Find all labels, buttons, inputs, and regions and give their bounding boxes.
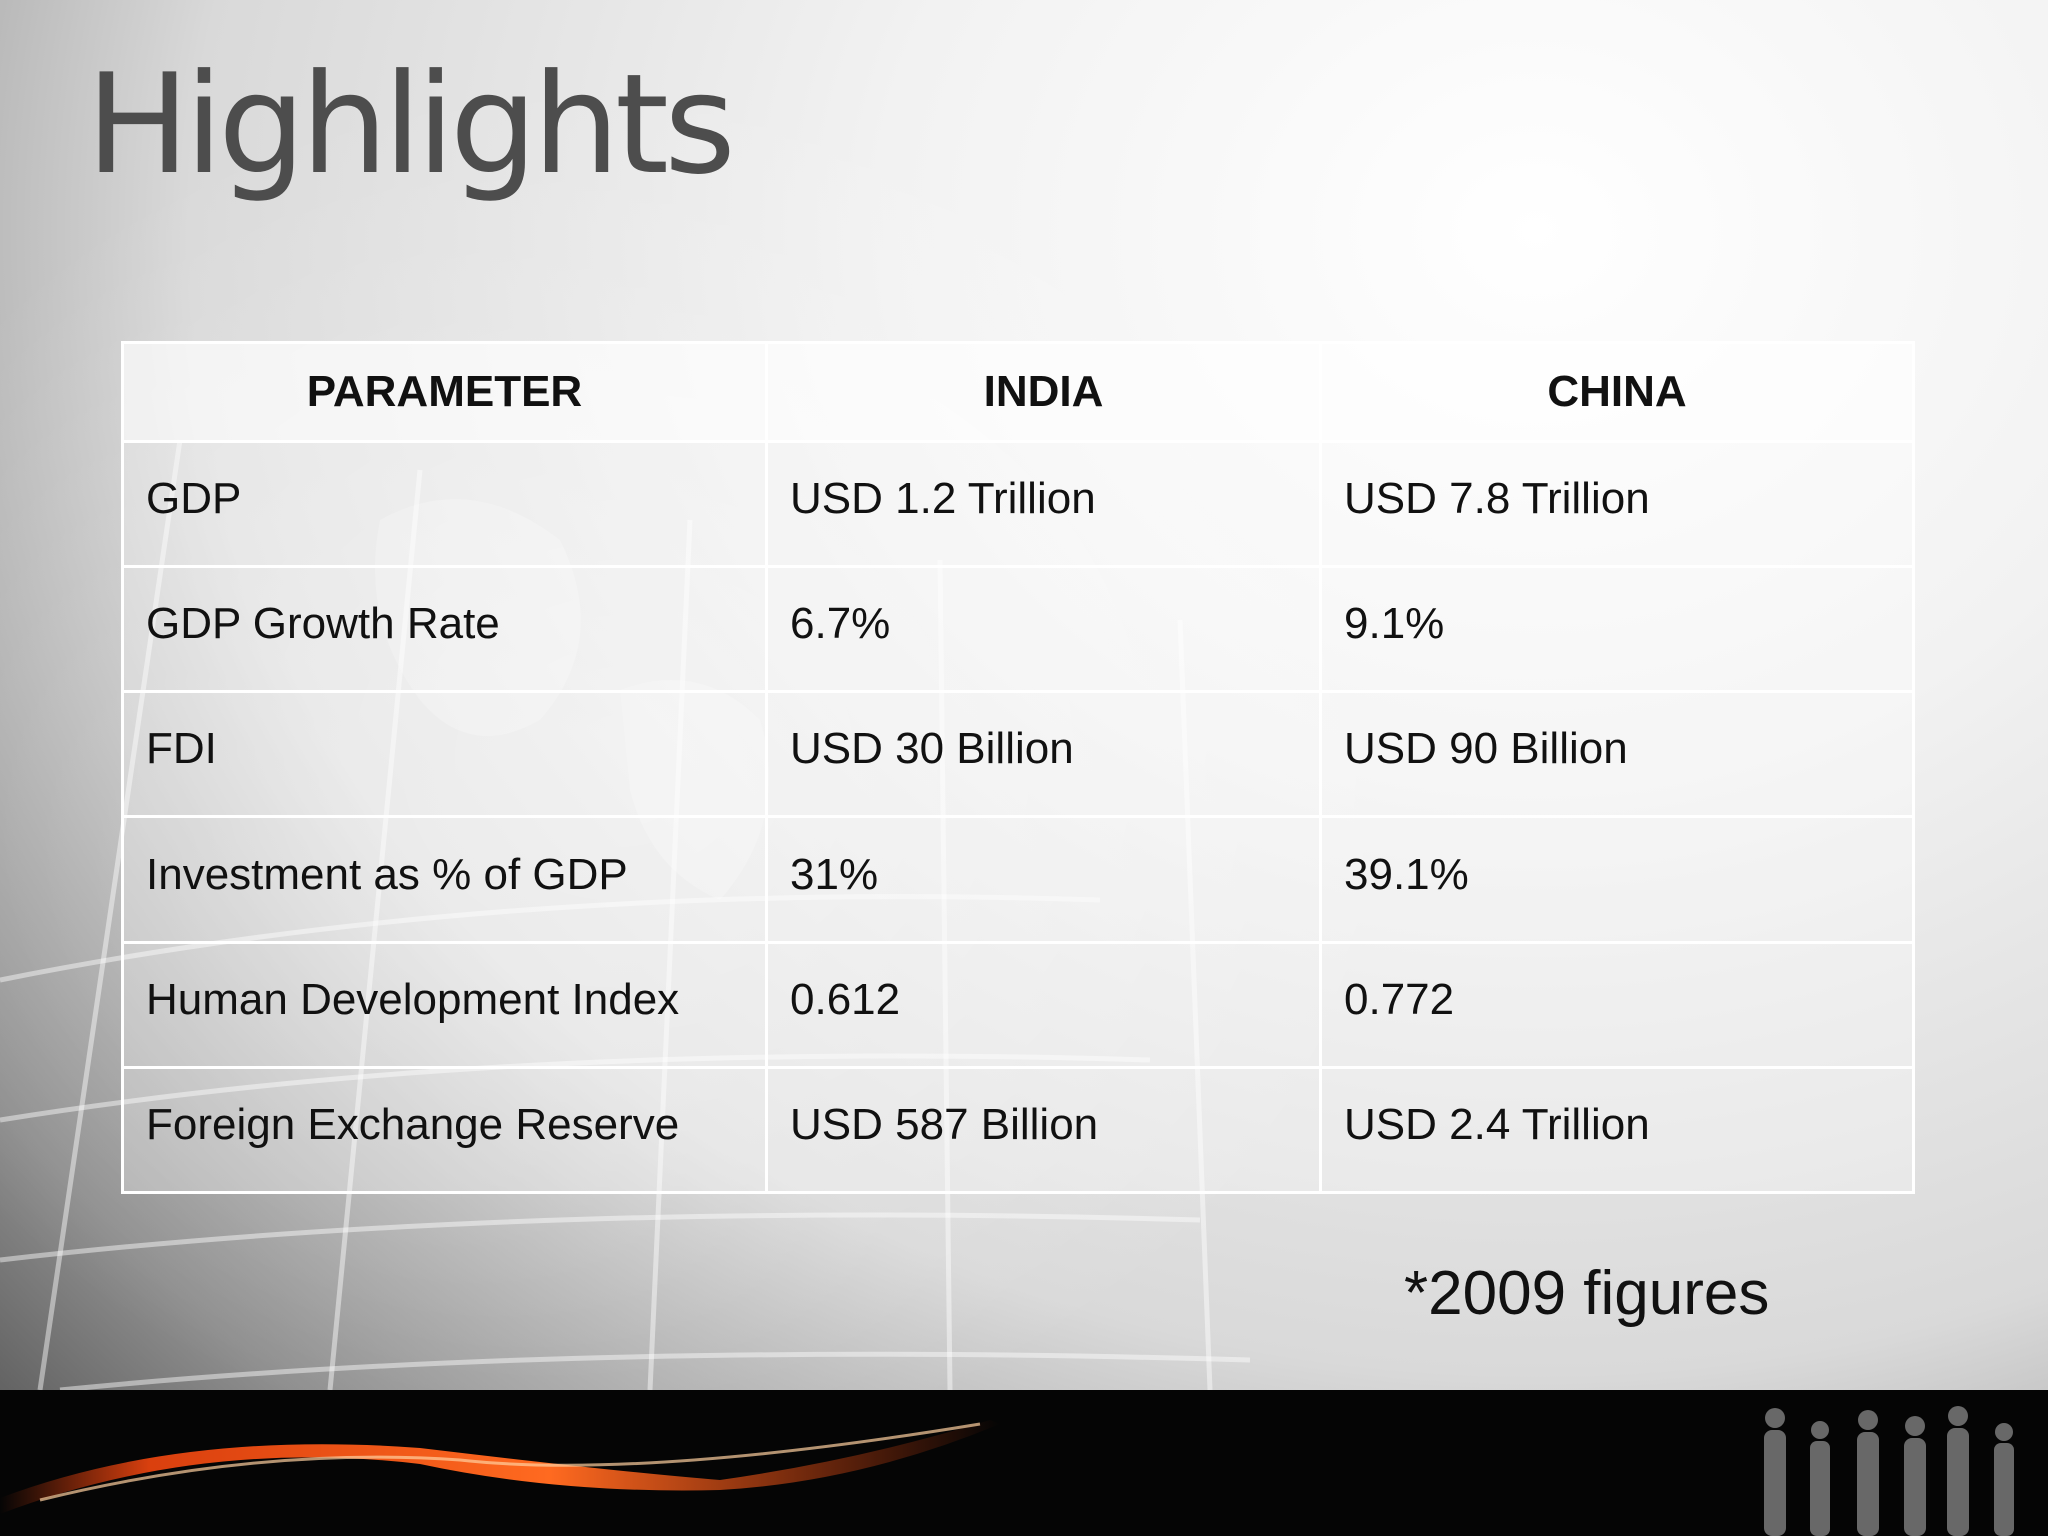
china-value-cell: USD 7.8 Trillion [1319, 439, 1915, 569]
table-row: GDP Growth Rate 6.7% 9.1% [121, 565, 1915, 694]
column-header-parameter: PARAMETER [121, 341, 768, 443]
india-value-cell: USD 1.2 Trillion [765, 439, 1322, 569]
footnote: *2009 figures [1404, 1259, 1770, 1328]
table-row: Investment as % of GDP 31% 39.1% [121, 815, 1915, 944]
india-value-cell: 31% [765, 815, 1322, 944]
people-silhouettes-icon [1764, 1406, 2014, 1536]
parameter-cell: Investment as % of GDP [121, 815, 768, 944]
parameter-cell: Foreign Exchange Reserve [121, 1065, 768, 1195]
india-value-cell: USD 587 Billion [765, 1065, 1322, 1195]
footer-decoration [0, 1406, 2014, 1536]
column-header-china: CHINA [1319, 341, 1915, 443]
table-header-row: PARAMETER INDIA CHINA [121, 341, 1915, 443]
comparison-table: PARAMETER INDIA CHINA GDP USD 1.2 Trilli… [121, 341, 1915, 1195]
china-value-cell: 0.772 [1319, 940, 1915, 1069]
china-value-cell: 39.1% [1319, 815, 1915, 944]
parameter-cell: GDP [121, 439, 768, 569]
table-row: FDI USD 30 Billion USD 90 Billion [121, 690, 1915, 819]
parameter-cell: Human Development Index [121, 940, 768, 1069]
table-row: Foreign Exchange Reserve USD 587 Billion… [121, 1065, 1915, 1195]
china-value-cell: USD 2.4 Trillion [1319, 1065, 1915, 1195]
parameter-cell: FDI [121, 690, 768, 819]
column-header-india: INDIA [765, 341, 1322, 443]
china-value-cell: 9.1% [1319, 565, 1915, 694]
footer-bar [0, 1390, 2048, 1536]
parameter-cell: GDP Growth Rate [121, 565, 768, 694]
table-row: Human Development Index 0.612 0.772 [121, 940, 1915, 1069]
slide-title: Highlights [86, 44, 736, 205]
orange-swoosh [0, 1420, 1000, 1514]
china-value-cell: USD 90 Billion [1319, 690, 1915, 819]
table-row: GDP USD 1.2 Trillion USD 7.8 Trillion [121, 439, 1915, 569]
india-value-cell: 6.7% [765, 565, 1322, 694]
india-value-cell: USD 30 Billion [765, 690, 1322, 819]
india-value-cell: 0.612 [765, 940, 1322, 1069]
